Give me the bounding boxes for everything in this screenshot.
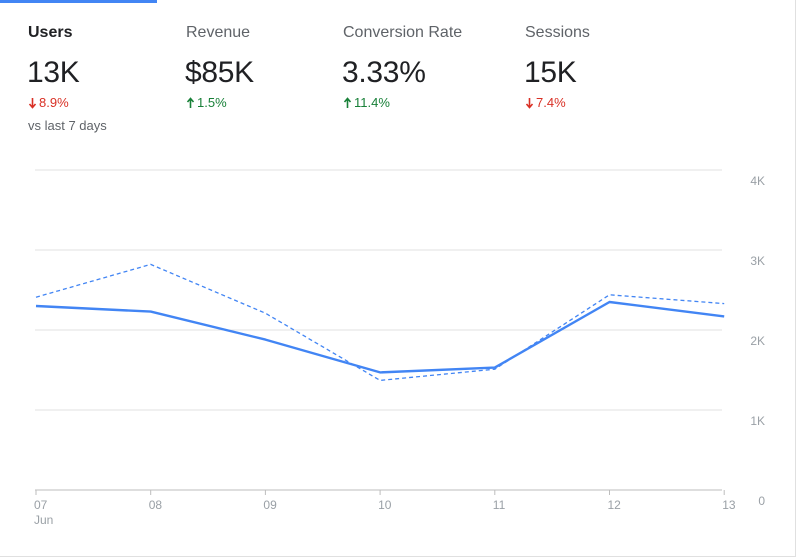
y-tick-label: 2K [750, 334, 765, 348]
metric-delta-value: 11.4% [354, 95, 390, 110]
x-tick-sublabel: Jun [34, 513, 53, 527]
metric-value: 3.33% [342, 56, 426, 89]
series-line-comparison [35, 263, 725, 382]
metric-label: Revenue [186, 24, 251, 41]
y-tick-label: 1K [750, 414, 765, 428]
y-tick-label: 0 [758, 494, 765, 508]
metric-label: Users [28, 24, 73, 41]
y-tick-label: 4K [750, 174, 765, 188]
arrow-down-icon [525, 97, 534, 109]
metric-delta: 1.5% [186, 95, 227, 110]
y-tick-label: 3K [750, 254, 765, 268]
x-tick-label: 10 [378, 498, 392, 512]
metric-delta-value: 8.9% [39, 95, 69, 110]
arrow-up-icon [343, 96, 352, 108]
metric-value: 13K [27, 56, 80, 89]
metric-value: 15K [524, 56, 577, 89]
x-tick-label: 11 [493, 498, 506, 512]
series-line-current [35, 300, 725, 374]
active-tab-indicator [0, 0, 157, 3]
metric-value: $85K [185, 56, 254, 89]
metric-delta: 8.9% [28, 95, 69, 110]
metric-label: Sessions [525, 24, 590, 41]
x-tick-label: 12 [608, 498, 622, 512]
x-tick-label: 09 [263, 498, 277, 512]
comparison-period-label: vs last 7 days [28, 118, 107, 133]
metric-delta-value: 1.5% [197, 95, 227, 110]
x-tick-label: 13 [722, 498, 736, 512]
metric-label: Conversion Rate [343, 24, 463, 41]
x-tick-label: 07 [34, 498, 48, 512]
arrow-down-icon [28, 97, 37, 109]
x-tick-label: 08 [149, 498, 163, 512]
metric-delta: 11.4% [343, 95, 390, 110]
metric-delta: 7.4% [525, 95, 566, 110]
arrow-up-icon [186, 96, 195, 108]
metric-delta-value: 7.4% [536, 95, 566, 110]
